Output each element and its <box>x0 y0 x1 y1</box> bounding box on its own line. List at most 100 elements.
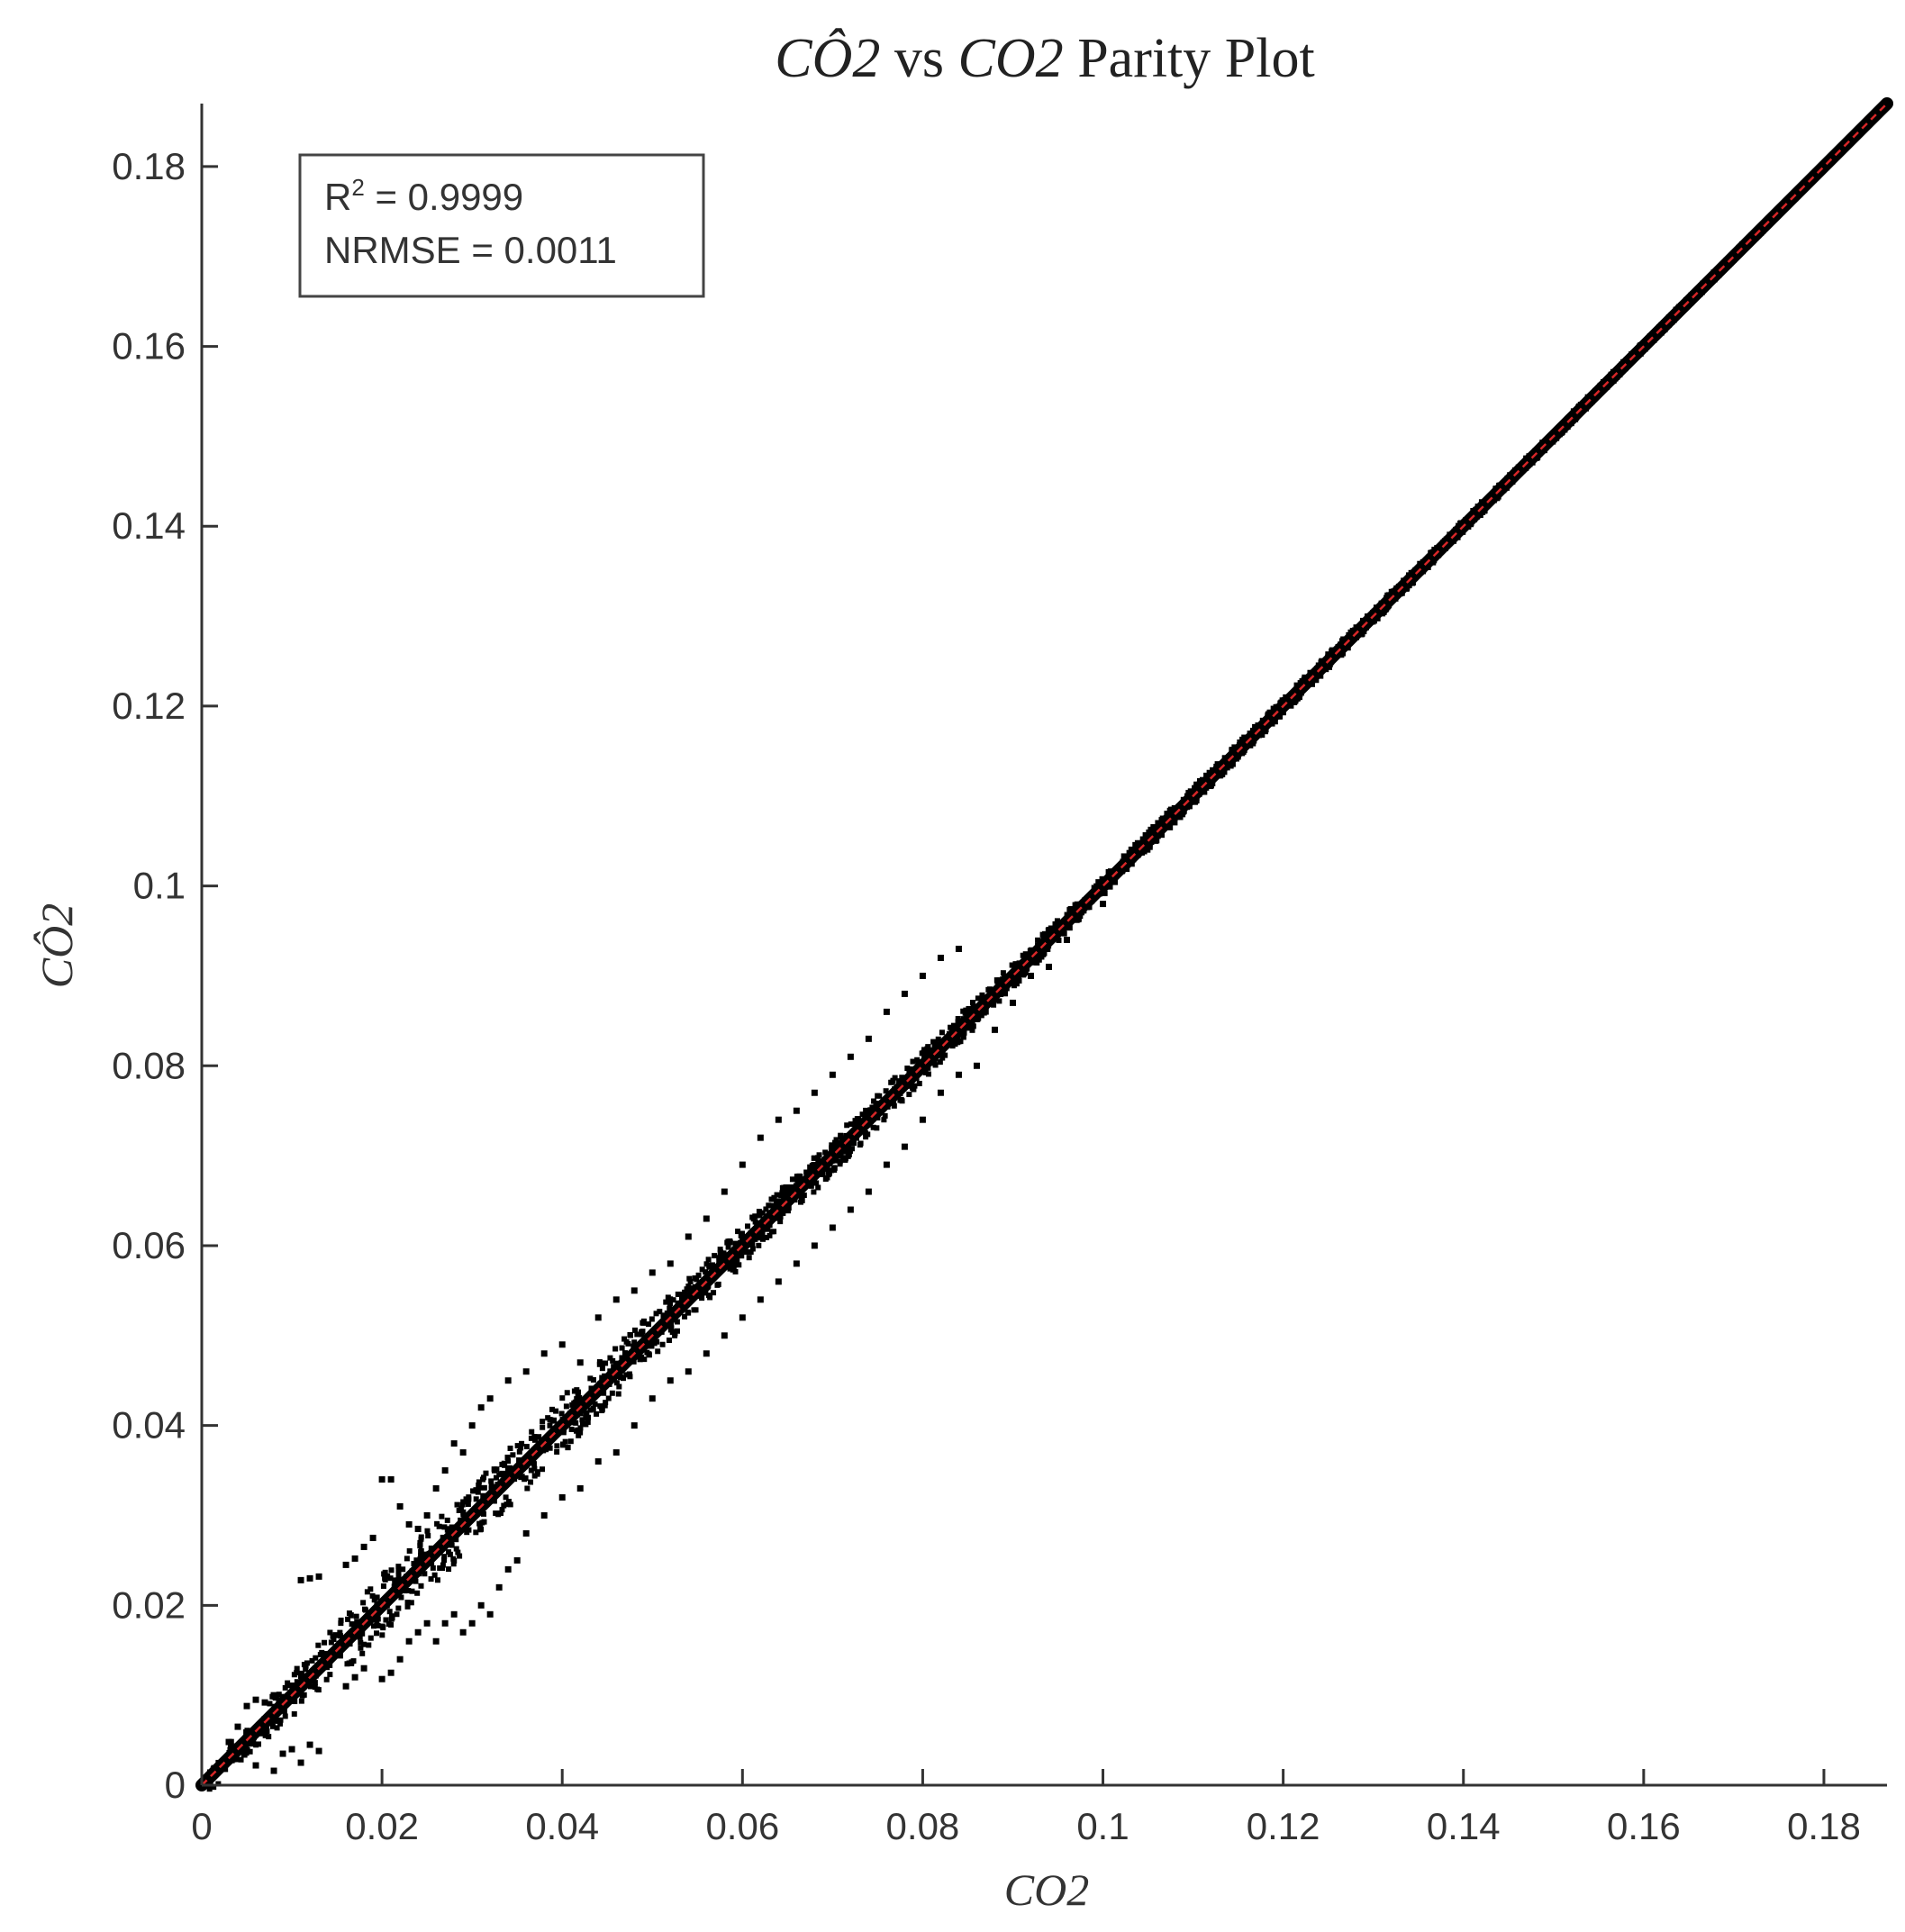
data-point <box>560 1429 567 1436</box>
data-point <box>1229 747 1235 753</box>
data-point <box>809 1170 815 1176</box>
data-point <box>1846 137 1853 143</box>
data-point <box>259 1728 265 1734</box>
data-point <box>1620 367 1627 373</box>
data-point <box>1126 853 1132 859</box>
data-point <box>1338 652 1345 658</box>
data-point <box>364 1589 370 1595</box>
data-point <box>811 1155 817 1161</box>
data-point <box>266 1734 272 1740</box>
data-point <box>863 1107 869 1113</box>
data-point <box>362 1606 368 1612</box>
data-point <box>342 1683 349 1690</box>
data-point <box>243 1702 250 1710</box>
data-point <box>670 1297 676 1303</box>
data-point <box>549 1418 556 1424</box>
data-point <box>270 1692 277 1699</box>
data-point <box>313 1673 319 1679</box>
data-point <box>768 1229 775 1235</box>
data-point <box>440 1562 446 1568</box>
data-point <box>262 1732 268 1738</box>
data-point <box>1153 838 1159 844</box>
data-point <box>663 1299 669 1305</box>
data-point <box>616 1364 622 1370</box>
data-point <box>472 1507 478 1513</box>
data-point <box>256 1741 262 1747</box>
data-point <box>225 1738 232 1746</box>
x-tick-label: 0.04 <box>525 1805 599 1847</box>
data-point <box>1397 591 1403 597</box>
data-point <box>1140 847 1147 853</box>
data-point <box>1726 262 1732 268</box>
data-point <box>449 1524 455 1530</box>
data-point <box>615 1391 621 1397</box>
data-point <box>906 1092 912 1098</box>
data-point <box>1668 312 1674 318</box>
data-point <box>380 1583 386 1589</box>
data-point <box>1161 824 1167 830</box>
data-point <box>646 1321 652 1328</box>
data-point <box>1562 427 1568 433</box>
data-point <box>441 1524 448 1530</box>
data-point <box>1501 485 1508 491</box>
data-point <box>405 1637 413 1645</box>
y-tick-label: 0.04 <box>112 1404 186 1447</box>
data-point <box>1583 397 1590 404</box>
data-point <box>919 972 926 979</box>
data-point <box>466 1527 472 1533</box>
y-tick-label: 0 <box>165 1764 186 1806</box>
data-point <box>879 1105 885 1111</box>
data-point <box>1145 847 1151 853</box>
data-point <box>338 1617 344 1623</box>
data-point <box>1501 487 1507 494</box>
data-point <box>1009 962 1015 968</box>
data-point <box>733 1260 739 1266</box>
data-point <box>565 1444 571 1450</box>
data-point <box>1510 469 1517 476</box>
data-point <box>1064 912 1070 918</box>
data-point <box>696 1284 703 1291</box>
data-point <box>671 1311 677 1318</box>
data-point <box>1417 560 1423 567</box>
data-point <box>767 1222 773 1229</box>
data-point <box>1037 939 1043 945</box>
data-point <box>1189 794 1195 801</box>
data-point <box>1584 394 1591 400</box>
data-point <box>1473 510 1479 516</box>
data-point <box>382 1569 388 1575</box>
data-point <box>1111 875 1118 881</box>
data-point <box>1320 665 1326 671</box>
data-point <box>727 1239 733 1246</box>
data-point <box>385 1573 391 1579</box>
data-point <box>564 1390 570 1396</box>
data-point <box>757 1229 763 1236</box>
data-point <box>1045 946 1051 952</box>
data-point <box>891 1099 897 1105</box>
data-point <box>1229 760 1236 766</box>
data-point <box>797 1174 803 1180</box>
data-point <box>329 1655 335 1661</box>
data-point <box>504 1377 512 1384</box>
data-point <box>954 1027 960 1033</box>
data-point <box>1391 595 1397 602</box>
data-point <box>1497 484 1503 490</box>
y-tick-label: 0.14 <box>112 504 186 547</box>
x-tick-label: 0.1 <box>1076 1805 1129 1847</box>
data-point <box>404 1603 411 1610</box>
data-point <box>459 1449 467 1456</box>
data-point <box>477 1601 485 1609</box>
data-point <box>555 1421 561 1428</box>
data-point <box>478 1526 485 1532</box>
data-point <box>1142 837 1148 843</box>
data-point <box>1462 519 1468 525</box>
data-point <box>989 995 995 1002</box>
data-point <box>735 1229 741 1235</box>
data-point <box>402 1578 408 1584</box>
data-point <box>294 1679 300 1685</box>
data-point <box>966 1013 972 1020</box>
data-point <box>1622 363 1628 369</box>
data-point <box>215 1759 222 1765</box>
data-point <box>829 1152 835 1158</box>
data-point <box>558 1410 565 1417</box>
data-point <box>291 1672 297 1678</box>
